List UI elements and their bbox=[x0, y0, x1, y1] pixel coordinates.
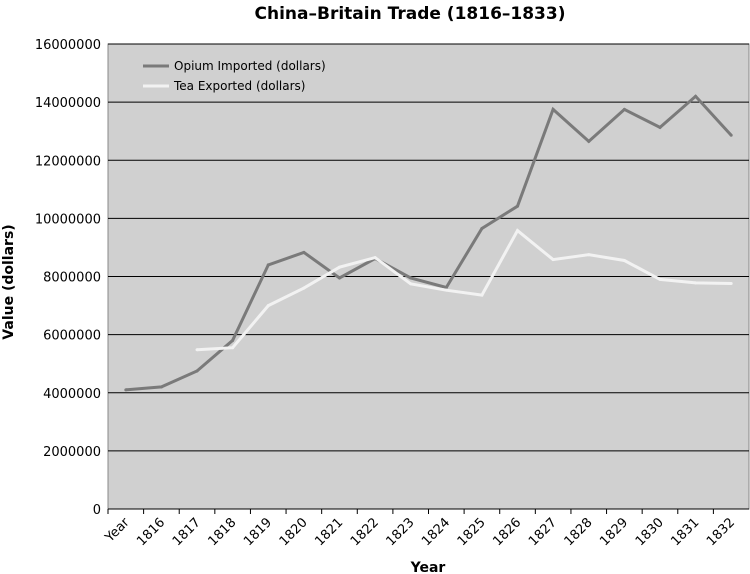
chart-title: China–Britain Trade (1816–1833) bbox=[255, 4, 566, 24]
y-axis-ticks: 0 2000000 4000000 6000000 8000000 10000000 120… bbox=[35, 38, 101, 518]
data-point bbox=[337, 276, 341, 280]
x-tick-label: 1819 bbox=[241, 515, 275, 549]
data-point bbox=[694, 281, 698, 285]
y-tick-label: 16000000 bbox=[35, 38, 101, 53]
x-tick-label: 1824 bbox=[419, 515, 453, 549]
x-tick-label: 1830 bbox=[633, 515, 667, 549]
x-tick-label: 1828 bbox=[562, 515, 596, 549]
y-tick-label: 4000000 bbox=[43, 387, 101, 402]
x-tick-label: 1820 bbox=[277, 515, 311, 549]
data-point bbox=[729, 281, 733, 285]
data-point bbox=[551, 258, 555, 262]
data-point bbox=[694, 94, 698, 98]
data-point bbox=[480, 227, 484, 231]
x-axis-ticks: Year 1816 1817 1818 1819 1820 1821 1822 1823 1824… bbox=[102, 509, 738, 549]
data-point bbox=[444, 286, 448, 290]
x-tick-label: 1826 bbox=[490, 515, 524, 549]
data-point bbox=[658, 277, 662, 281]
y-tick-label: 8000000 bbox=[43, 271, 101, 286]
data-point bbox=[337, 265, 341, 269]
y-tick-label: 2000000 bbox=[43, 445, 101, 460]
series-line-1 bbox=[196, 228, 732, 352]
data-point bbox=[587, 139, 591, 143]
data-point bbox=[409, 276, 413, 280]
data-point bbox=[551, 107, 555, 111]
data-point bbox=[587, 253, 591, 257]
y-tick-label: 10000000 bbox=[35, 212, 101, 227]
data-point bbox=[480, 293, 484, 297]
data-point bbox=[409, 282, 413, 286]
y-tick-label: 0 bbox=[93, 503, 101, 518]
data-point bbox=[373, 256, 377, 260]
legend-label: Opium Imported (dollars) bbox=[174, 59, 326, 73]
data-point bbox=[302, 286, 306, 290]
x-axis-title: Year bbox=[410, 560, 446, 574]
x-tick-label: Year bbox=[102, 515, 133, 546]
y-axis-title: Value (dollars) bbox=[1, 224, 17, 339]
y-tick-label: 14000000 bbox=[35, 96, 101, 111]
data-point bbox=[124, 388, 128, 392]
series-line-0 bbox=[125, 94, 733, 392]
x-tick-label: 1825 bbox=[455, 515, 489, 549]
x-tick-label: 1832 bbox=[704, 515, 738, 549]
data-point bbox=[729, 133, 733, 137]
data-point bbox=[231, 346, 235, 350]
data-point bbox=[231, 338, 235, 342]
y-tick-label: 12000000 bbox=[35, 154, 101, 169]
series-lines bbox=[124, 94, 733, 392]
data-point bbox=[266, 304, 270, 308]
data-point bbox=[159, 385, 163, 389]
data-point bbox=[444, 288, 448, 292]
y-tick-label: 6000000 bbox=[43, 329, 101, 344]
x-tick-label: 1827 bbox=[526, 515, 560, 549]
x-tick-label: 1829 bbox=[597, 515, 631, 549]
data-point bbox=[266, 263, 270, 267]
legend: Opium Imported (dollars) Tea Exported (do… bbox=[143, 59, 326, 93]
x-tick-label: 1823 bbox=[384, 515, 418, 549]
data-point bbox=[302, 250, 306, 254]
x-tick-label: 1821 bbox=[312, 515, 346, 549]
x-tick-label: 1831 bbox=[668, 515, 702, 549]
x-tick-label: 1817 bbox=[170, 515, 204, 549]
x-tick-label: 1816 bbox=[134, 515, 168, 549]
data-point bbox=[658, 125, 662, 129]
data-point bbox=[516, 229, 520, 233]
data-point bbox=[622, 107, 626, 111]
x-tick-label: 1822 bbox=[348, 515, 382, 549]
data-point bbox=[516, 204, 520, 208]
legend-label: Tea Exported (dollars) bbox=[173, 79, 305, 93]
data-point bbox=[195, 348, 199, 352]
data-point bbox=[195, 369, 199, 373]
x-tick-label: 1818 bbox=[205, 515, 239, 549]
data-point bbox=[622, 259, 626, 263]
